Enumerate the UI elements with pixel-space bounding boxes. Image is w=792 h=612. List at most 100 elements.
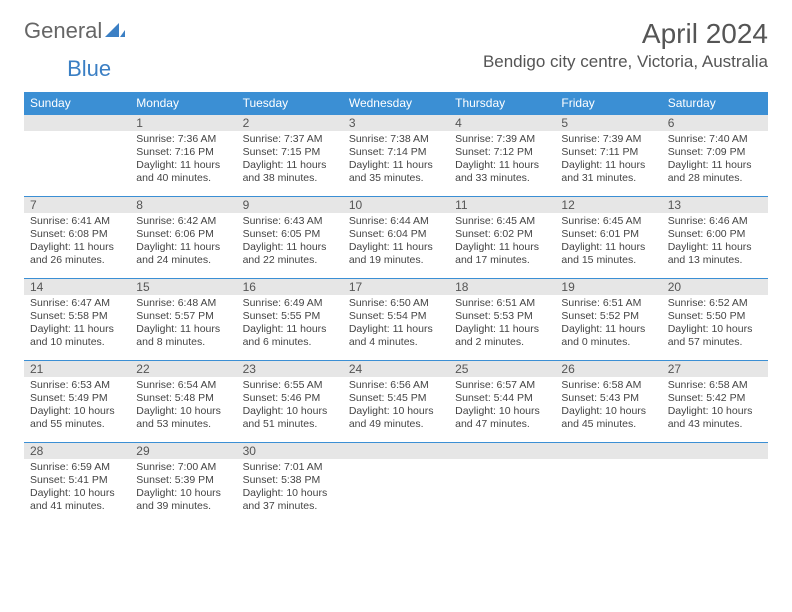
sunrise-text: Sunrise: 6:51 AM: [561, 297, 655, 310]
sunrise-text: Sunrise: 6:44 AM: [349, 215, 443, 228]
sunrise-text: Sunrise: 6:45 AM: [561, 215, 655, 228]
sunset-text: Sunset: 5:44 PM: [455, 392, 549, 405]
sunrise-text: Sunrise: 6:46 AM: [668, 215, 762, 228]
daylight-text: Daylight: 11 hours and 17 minutes.: [455, 241, 549, 267]
sunset-text: Sunset: 5:46 PM: [243, 392, 337, 405]
day-info: Sunrise: 6:43 AMSunset: 6:05 PMDaylight:…: [237, 213, 343, 272]
daylight-text: Daylight: 10 hours and 47 minutes.: [455, 405, 549, 431]
day-number: 13: [662, 196, 768, 213]
sunset-text: Sunset: 5:42 PM: [668, 392, 762, 405]
calendar-cell: [449, 442, 555, 524]
calendar-week-row: 1Sunrise: 7:36 AMSunset: 7:16 PMDaylight…: [24, 114, 768, 196]
daylight-text: Daylight: 11 hours and 8 minutes.: [136, 323, 230, 349]
daylight-text: Daylight: 11 hours and 26 minutes.: [30, 241, 124, 267]
day-info: Sunrise: 6:51 AMSunset: 5:52 PMDaylight:…: [555, 295, 661, 354]
sunrise-text: Sunrise: 7:37 AM: [243, 133, 337, 146]
sunrise-text: Sunrise: 7:01 AM: [243, 461, 337, 474]
day-number: 2: [237, 114, 343, 131]
day-number: 6: [662, 114, 768, 131]
daylight-text: Daylight: 11 hours and 31 minutes.: [561, 159, 655, 185]
day-info: Sunrise: 7:38 AMSunset: 7:14 PMDaylight:…: [343, 131, 449, 190]
day-number: 18: [449, 278, 555, 295]
sunrise-text: Sunrise: 6:42 AM: [136, 215, 230, 228]
month-title: April 2024: [483, 18, 768, 50]
day-number: 25: [449, 360, 555, 377]
daylight-text: Daylight: 10 hours and 45 minutes.: [561, 405, 655, 431]
sunrise-text: Sunrise: 6:52 AM: [668, 297, 762, 310]
calendar-cell: 22Sunrise: 6:54 AMSunset: 5:48 PMDayligh…: [130, 360, 236, 442]
day-number: 4: [449, 114, 555, 131]
calendar-table: Sunday Monday Tuesday Wednesday Thursday…: [24, 92, 768, 524]
day-info: Sunrise: 7:39 AMSunset: 7:12 PMDaylight:…: [449, 131, 555, 190]
day-info: Sunrise: 6:55 AMSunset: 5:46 PMDaylight:…: [237, 377, 343, 436]
sunset-text: Sunset: 6:04 PM: [349, 228, 443, 241]
daylight-text: Daylight: 11 hours and 15 minutes.: [561, 241, 655, 267]
day-info: Sunrise: 6:50 AMSunset: 5:54 PMDaylight:…: [343, 295, 449, 354]
sunrise-text: Sunrise: 6:58 AM: [668, 379, 762, 392]
day-info: Sunrise: 6:48 AMSunset: 5:57 PMDaylight:…: [130, 295, 236, 354]
sunset-text: Sunset: 7:14 PM: [349, 146, 443, 159]
calendar-cell: 12Sunrise: 6:45 AMSunset: 6:01 PMDayligh…: [555, 196, 661, 278]
day-number: 19: [555, 278, 661, 295]
sunrise-text: Sunrise: 6:53 AM: [30, 379, 124, 392]
day-number: 9: [237, 196, 343, 213]
daylight-text: Daylight: 11 hours and 13 minutes.: [668, 241, 762, 267]
calendar-cell: [343, 442, 449, 524]
daylight-text: Daylight: 10 hours and 53 minutes.: [136, 405, 230, 431]
day-info: Sunrise: 7:37 AMSunset: 7:15 PMDaylight:…: [237, 131, 343, 190]
day-number: 26: [555, 360, 661, 377]
location: Bendigo city centre, Victoria, Australia: [483, 52, 768, 72]
calendar-cell: 7Sunrise: 6:41 AMSunset: 6:08 PMDaylight…: [24, 196, 130, 278]
calendar-cell: 11Sunrise: 6:45 AMSunset: 6:02 PMDayligh…: [449, 196, 555, 278]
calendar-cell: 20Sunrise: 6:52 AMSunset: 5:50 PMDayligh…: [662, 278, 768, 360]
daylight-text: Daylight: 11 hours and 35 minutes.: [349, 159, 443, 185]
daylight-text: Daylight: 10 hours and 57 minutes.: [668, 323, 762, 349]
sunrise-text: Sunrise: 6:55 AM: [243, 379, 337, 392]
day-number: 1: [130, 114, 236, 131]
day-number-empty: [662, 442, 768, 459]
calendar-cell: 9Sunrise: 6:43 AMSunset: 6:05 PMDaylight…: [237, 196, 343, 278]
sunset-text: Sunset: 7:12 PM: [455, 146, 549, 159]
calendar-cell: 23Sunrise: 6:55 AMSunset: 5:46 PMDayligh…: [237, 360, 343, 442]
day-info: Sunrise: 6:45 AMSunset: 6:01 PMDaylight:…: [555, 213, 661, 272]
sunset-text: Sunset: 6:01 PM: [561, 228, 655, 241]
calendar-cell: 21Sunrise: 6:53 AMSunset: 5:49 PMDayligh…: [24, 360, 130, 442]
day-number-empty: [343, 442, 449, 459]
logo: General: [24, 18, 129, 44]
calendar-cell: 29Sunrise: 7:00 AMSunset: 5:39 PMDayligh…: [130, 442, 236, 524]
calendar-cell: 6Sunrise: 7:40 AMSunset: 7:09 PMDaylight…: [662, 114, 768, 196]
calendar-cell: 10Sunrise: 6:44 AMSunset: 6:04 PMDayligh…: [343, 196, 449, 278]
day-number: 28: [24, 442, 130, 459]
sunset-text: Sunset: 7:09 PM: [668, 146, 762, 159]
sunset-text: Sunset: 5:45 PM: [349, 392, 443, 405]
sunrise-text: Sunrise: 6:43 AM: [243, 215, 337, 228]
day-number: 16: [237, 278, 343, 295]
daylight-text: Daylight: 11 hours and 33 minutes.: [455, 159, 549, 185]
sunrise-text: Sunrise: 6:50 AM: [349, 297, 443, 310]
daylight-text: Daylight: 11 hours and 2 minutes.: [455, 323, 549, 349]
sunrise-text: Sunrise: 7:36 AM: [136, 133, 230, 146]
daylight-text: Daylight: 11 hours and 6 minutes.: [243, 323, 337, 349]
day-number: 5: [555, 114, 661, 131]
day-number: 14: [24, 278, 130, 295]
day-info: Sunrise: 6:52 AMSunset: 5:50 PMDaylight:…: [662, 295, 768, 354]
day-info: Sunrise: 7:39 AMSunset: 7:11 PMDaylight:…: [555, 131, 661, 190]
day-number: 27: [662, 360, 768, 377]
day-number: 10: [343, 196, 449, 213]
calendar-cell: 5Sunrise: 7:39 AMSunset: 7:11 PMDaylight…: [555, 114, 661, 196]
day-number: 15: [130, 278, 236, 295]
sunset-text: Sunset: 7:15 PM: [243, 146, 337, 159]
logo-text-blue: Blue: [67, 56, 111, 82]
sunrise-text: Sunrise: 7:39 AM: [561, 133, 655, 146]
sunset-text: Sunset: 5:58 PM: [30, 310, 124, 323]
day-info: Sunrise: 6:58 AMSunset: 5:43 PMDaylight:…: [555, 377, 661, 436]
daylight-text: Daylight: 11 hours and 38 minutes.: [243, 159, 337, 185]
day-info: Sunrise: 7:36 AMSunset: 7:16 PMDaylight:…: [130, 131, 236, 190]
sunrise-text: Sunrise: 7:39 AM: [455, 133, 549, 146]
calendar-cell: [24, 114, 130, 196]
sunset-text: Sunset: 5:41 PM: [30, 474, 124, 487]
sunrise-text: Sunrise: 6:41 AM: [30, 215, 124, 228]
weekday-header: Saturday: [662, 92, 768, 114]
day-info: Sunrise: 6:53 AMSunset: 5:49 PMDaylight:…: [24, 377, 130, 436]
sunset-text: Sunset: 7:16 PM: [136, 146, 230, 159]
